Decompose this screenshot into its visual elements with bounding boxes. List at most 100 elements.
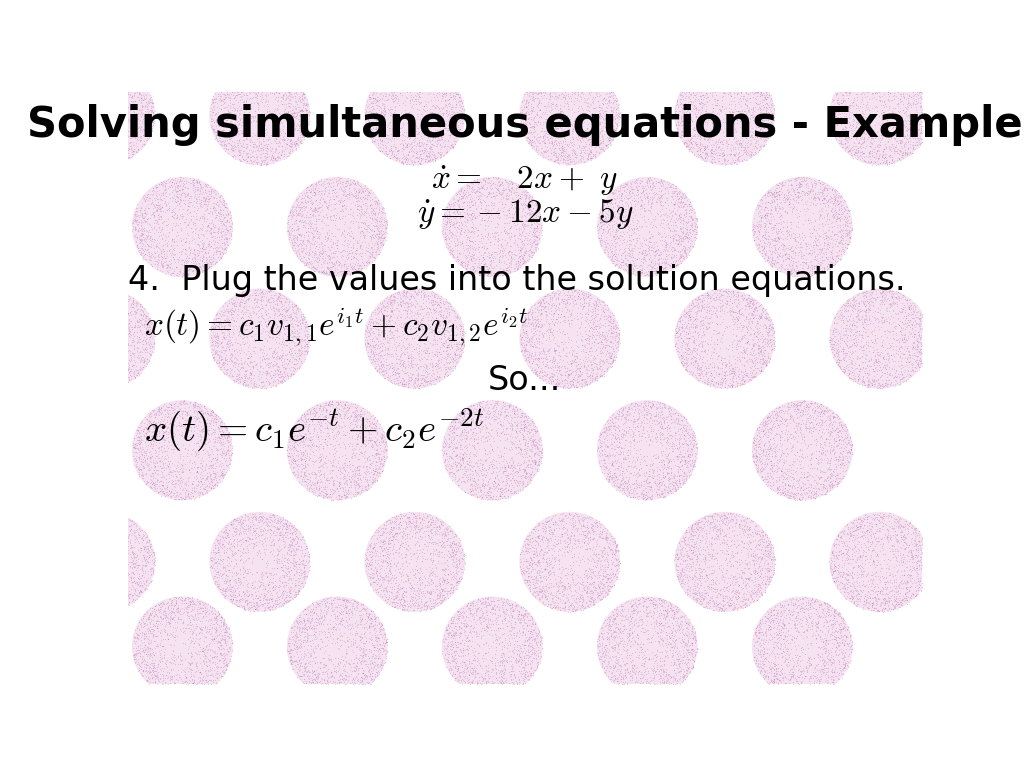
Point [777,619,794,631]
Point [591,457,607,469]
Point [359,551,376,564]
Point [742,88,759,100]
Point [123,69,139,81]
Point [536,136,552,148]
Point [669,96,685,108]
Point [551,365,567,377]
Point [296,98,312,110]
Point [529,519,546,531]
Point [353,675,370,687]
Point [799,664,815,677]
Point [195,408,211,420]
Point [279,323,295,335]
Point [156,433,172,445]
Point [368,99,384,111]
Point [481,237,498,249]
Point [610,639,627,651]
Point [888,292,904,304]
Point [121,588,137,601]
Point [194,422,210,435]
Point [469,223,485,236]
Point [563,374,580,386]
Point [275,302,292,314]
Point [82,512,98,525]
Point [298,657,314,669]
Point [790,397,806,409]
Point [166,177,182,190]
Point [517,604,534,616]
Point [119,366,135,379]
Point [168,230,184,242]
Point [480,599,497,611]
Point [595,338,611,350]
Point [822,413,839,425]
Point [750,582,766,594]
Point [142,625,159,637]
Point [352,676,369,688]
Point [550,91,566,104]
Point [853,145,869,157]
Point [609,603,626,615]
Point [51,121,68,133]
Point [438,75,455,88]
Point [518,189,535,201]
Point [654,192,671,204]
Point [602,619,618,631]
Point [267,298,284,310]
Point [209,466,225,478]
Point [840,310,856,322]
Point [176,478,193,491]
Point [672,611,688,623]
Point [66,128,82,141]
Point [205,257,221,270]
Point [267,308,284,320]
Point [588,151,604,163]
Point [205,415,221,428]
Point [108,80,124,92]
Point [230,104,247,116]
Point [706,598,722,610]
Point [262,81,279,93]
Point [672,329,688,342]
Point [758,660,774,673]
Point [675,99,691,111]
Point [830,477,847,489]
Point [511,605,527,617]
Point [782,201,799,214]
Point [222,227,239,240]
Point [389,322,406,334]
Point [194,432,210,445]
Point [716,537,732,549]
Point [120,328,136,340]
Point [916,320,933,333]
Point [469,680,485,692]
Point [181,492,198,504]
Point [893,362,909,374]
Point [723,297,739,310]
Point [820,230,837,243]
Point [688,565,705,578]
Point [437,529,454,541]
Point [154,471,170,483]
Point [509,263,525,275]
Point [840,81,856,94]
Point [496,677,512,689]
Point [777,687,794,699]
Point [575,96,592,108]
Point [382,101,398,114]
Point [136,545,153,558]
Point [895,521,911,533]
Point [388,528,404,540]
Point [54,540,71,552]
Point [589,361,605,373]
Point [204,668,220,680]
Point [807,492,823,504]
Point [153,255,169,267]
Point [406,154,422,167]
Point [386,516,402,528]
Point [311,642,328,654]
Point [162,674,178,686]
Point [863,599,880,611]
Point [470,229,486,241]
Point [744,296,761,309]
